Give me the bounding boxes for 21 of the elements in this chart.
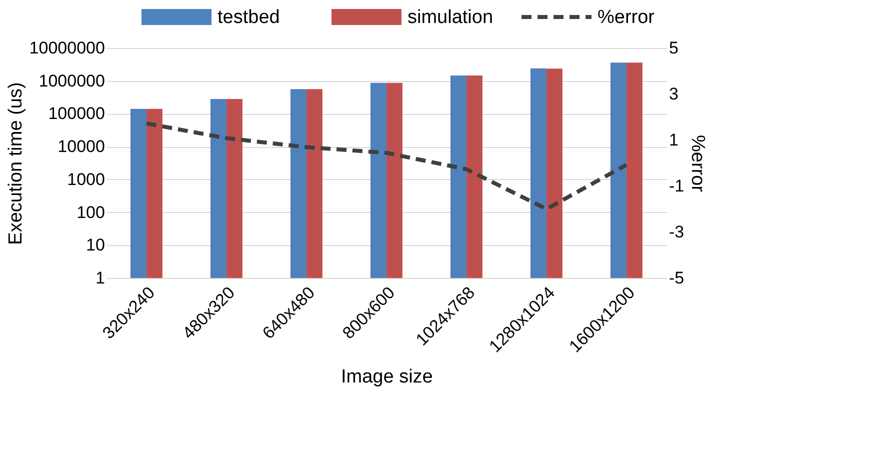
y2-tick-label: -3 (668, 222, 684, 242)
y-tick-label: 100000 (48, 104, 105, 124)
legend-label: %error (598, 7, 656, 28)
y-tick-label: 1000000 (38, 71, 105, 90)
y-tick-label: 1 (95, 268, 105, 288)
y-tick-label: 1000 (67, 170, 105, 189)
y-tick-label: 10 (86, 236, 105, 255)
y2-tick-label: 1 (668, 130, 678, 150)
legend-label: simulation (408, 7, 494, 28)
y2-tick-label: 5 (668, 38, 678, 58)
y-tick-label: 10000000 (29, 38, 105, 58)
y2-tick-label: 3 (668, 84, 678, 104)
y-axis-title: Execution time (us) (5, 82, 26, 245)
legend-label: testbed (218, 7, 280, 28)
y-tick-label: 10000 (58, 137, 105, 156)
y-tick-label: 100 (76, 202, 105, 222)
y2-axis-title: %error (687, 134, 708, 193)
x-axis-title: Image size (341, 366, 433, 388)
line-series (144, 121, 628, 211)
y2-tick-label: -1 (668, 176, 684, 196)
y2-tick-label: -5 (668, 268, 684, 288)
